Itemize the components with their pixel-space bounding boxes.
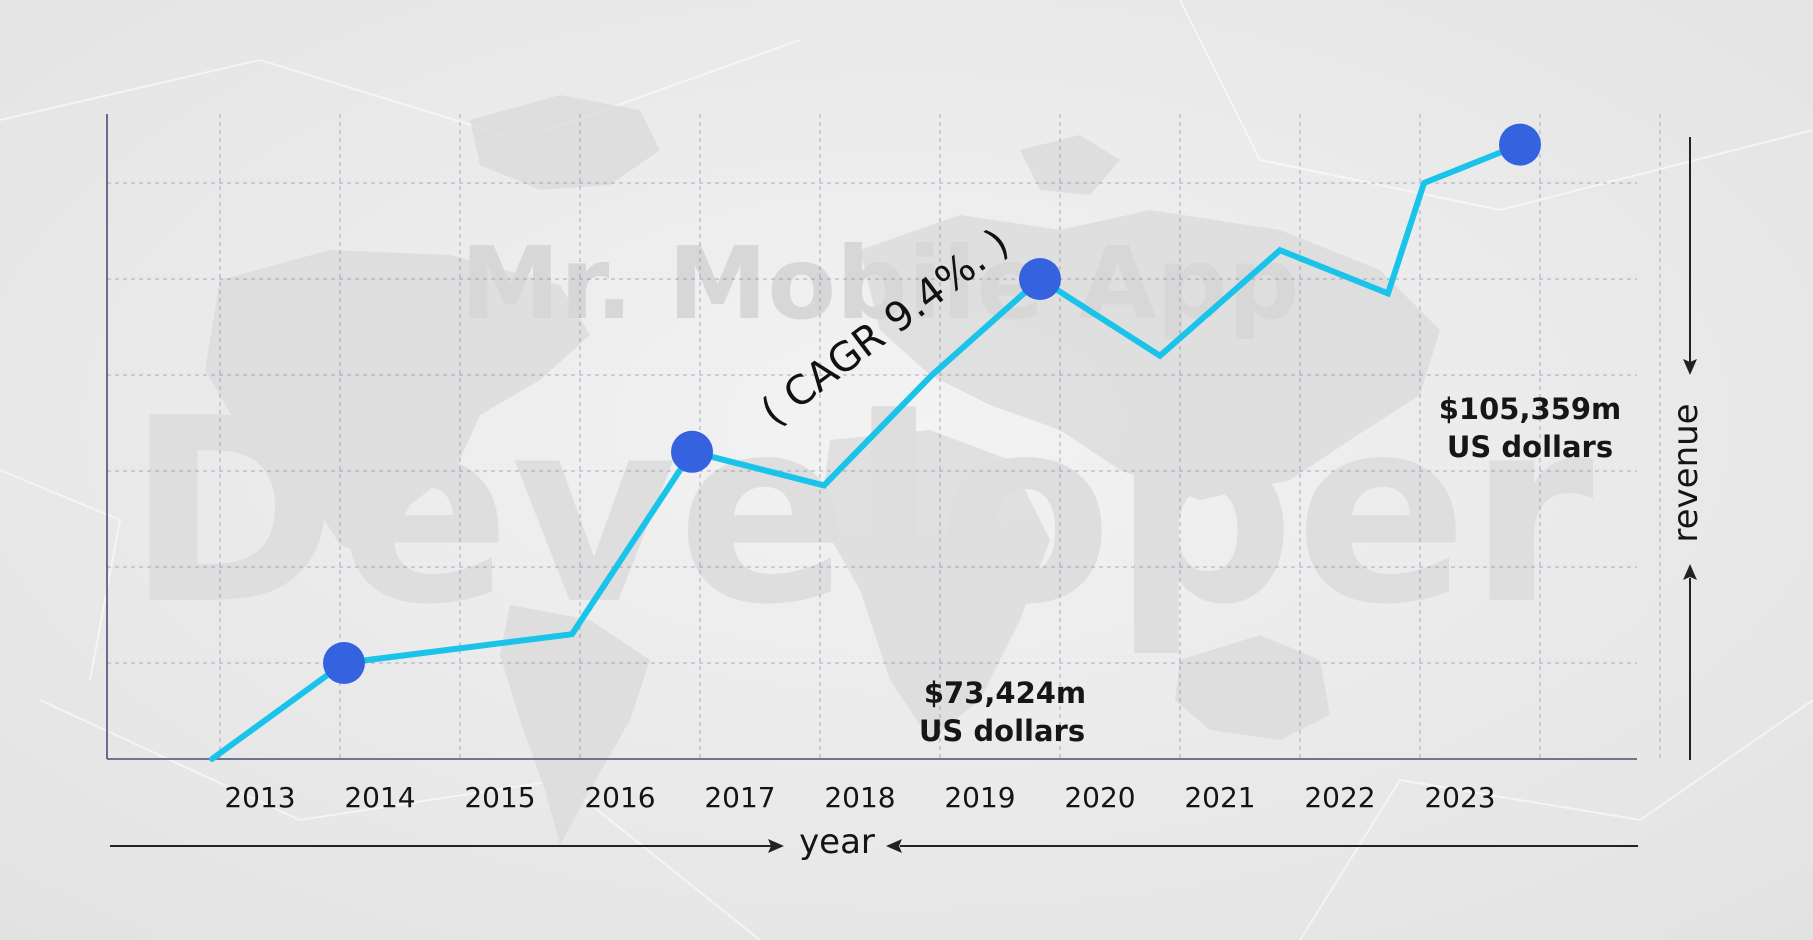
y-axis-title-group: revenue (1666, 137, 1706, 760)
x-axis-title: year (799, 822, 875, 862)
watermark-brand: Mr. Mobile App (461, 225, 1300, 342)
x-tick-label: 2013 (224, 781, 295, 814)
x-tick-label: 2022 (1304, 781, 1375, 814)
x-tick-label: 2023 (1424, 781, 1495, 814)
start-unit-label: US dollars (919, 714, 1085, 748)
x-axis-arrowhead-left (768, 839, 784, 853)
x-tick-labels: 2013 2014 2015 2016 2017 2018 2019 2020 2021 2022… (224, 781, 1495, 814)
x-tick-label: 2015 (464, 781, 535, 814)
revenue-line (209, 141, 1523, 762)
x-axis-arrowhead-right (886, 839, 902, 853)
data-point-marker (323, 642, 365, 684)
data-point-marker (1019, 258, 1061, 300)
revenue-series (209, 123, 1541, 762)
x-tick-label: 2014 (344, 781, 415, 814)
end-unit-label: US dollars (1447, 430, 1613, 464)
end-value-label: $105,359m (1439, 392, 1621, 426)
world-map-silhouette (205, 95, 1440, 845)
x-tick-label: 2020 (1064, 781, 1135, 814)
y-axis-title: revenue (1666, 403, 1706, 542)
y-axis-arrowhead-top (1683, 359, 1697, 375)
x-tick-label: 2021 (1184, 781, 1255, 814)
x-tick-label: 2019 (944, 781, 1015, 814)
y-axis-arrowhead-bottom (1683, 564, 1697, 580)
chart-grid (107, 114, 1661, 759)
x-tick-label: 2017 (704, 781, 775, 814)
data-point-marker (671, 430, 713, 473)
watermark-word: Developer (126, 364, 1594, 661)
x-axis-title-group: year (110, 822, 1638, 862)
x-tick-label: 2018 (824, 781, 895, 814)
x-tick-label: 2016 (584, 781, 655, 814)
start-value-label: $73,424m (924, 676, 1086, 710)
data-point-marker (1499, 123, 1541, 166)
